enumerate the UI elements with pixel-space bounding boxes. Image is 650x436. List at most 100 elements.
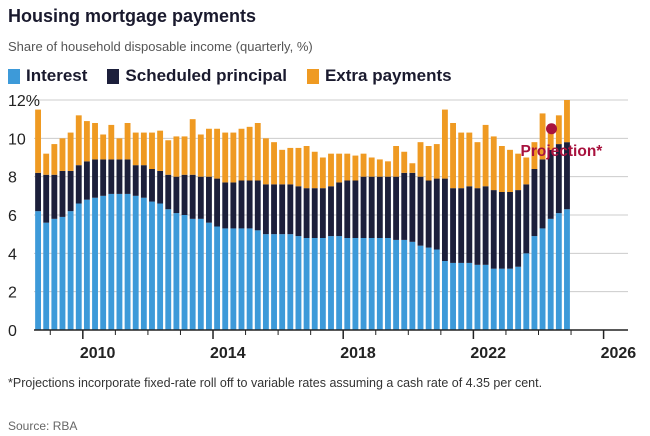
bar-scheduled-principal — [401, 172, 408, 240]
x-tick-label: 2014 — [210, 345, 246, 362]
bar-interest — [92, 197, 98, 330]
legend-item-scheduled-principal: Scheduled principal — [107, 66, 287, 86]
bar-extra-payments — [67, 132, 74, 171]
bar-scheduled-principal — [238, 180, 245, 229]
bar-scheduled-principal — [336, 182, 343, 237]
bar-scheduled-principal — [157, 170, 164, 204]
bar-scheduled-principal — [246, 180, 253, 229]
bar-extra-payments — [132, 132, 139, 166]
bar-interest — [352, 238, 359, 330]
bar-interest — [246, 228, 253, 330]
bar-interest — [214, 226, 221, 330]
bar-extra-payments — [531, 142, 538, 169]
bar-scheduled-principal — [303, 188, 310, 238]
bar-extra-payments — [352, 155, 359, 181]
bar-extra-payments — [474, 142, 481, 189]
bar-extra-payments — [181, 136, 188, 175]
bar-interest — [59, 216, 66, 330]
bar-extra-payments — [189, 119, 196, 175]
bar-scheduled-principal — [547, 149, 554, 219]
projection-label: Projection* — [521, 143, 604, 160]
bar-interest — [368, 238, 375, 330]
bar-interest — [173, 213, 180, 330]
bar-scheduled-principal — [230, 182, 237, 229]
bar-interest — [564, 209, 570, 330]
legend-swatch-extra-payments — [306, 68, 319, 84]
bar-extra-payments — [254, 123, 261, 181]
bar-scheduled-principal — [466, 186, 473, 263]
bar-scheduled-principal — [328, 186, 334, 237]
y-tick-label: 4 — [8, 246, 17, 263]
bar-interest — [319, 238, 326, 330]
legend-label-scheduled-principal: Scheduled principal — [125, 66, 287, 85]
bar-extra-payments — [344, 153, 351, 181]
bar-extra-payments — [401, 151, 408, 173]
bar-interest — [165, 209, 172, 330]
bar-extra-payments — [75, 115, 82, 166]
bar-scheduled-principal — [43, 174, 50, 223]
bar-interest — [254, 230, 261, 330]
bar-interest — [336, 236, 343, 330]
chart-subtitle: Share of household disposable income (qu… — [8, 39, 313, 54]
bar-extra-payments — [59, 138, 66, 171]
bar-interest — [295, 236, 302, 330]
bar-extra-payments — [173, 136, 180, 177]
bar-extra-payments — [35, 109, 41, 173]
bar-interest — [555, 213, 562, 330]
y-tick-label: 2 — [8, 285, 17, 302]
bar-extra-payments — [157, 130, 164, 171]
bar-interest — [222, 228, 229, 330]
bar-scheduled-principal — [35, 172, 41, 212]
bar-scheduled-principal — [507, 192, 513, 269]
bar-extra-payments — [295, 147, 302, 187]
bar-interest — [474, 264, 481, 330]
bar-scheduled-principal — [262, 184, 269, 235]
bar-extra-payments — [336, 153, 343, 183]
bar-interest — [409, 241, 416, 330]
bar-interest — [417, 245, 424, 330]
bar-scheduled-principal — [490, 190, 497, 269]
bar-scheduled-principal — [458, 188, 465, 263]
bar-interest — [498, 268, 505, 330]
bar-extra-payments — [311, 151, 318, 189]
bar-extra-payments — [433, 144, 440, 179]
bar-scheduled-principal — [124, 159, 131, 194]
bar-extra-payments — [319, 157, 326, 189]
bar-interest — [450, 262, 456, 330]
bar-interest — [132, 195, 139, 330]
bar-interest — [287, 234, 294, 330]
y-tick-label: 0 — [8, 323, 17, 340]
bar-scheduled-principal — [409, 172, 416, 242]
bar-extra-payments — [417, 142, 424, 177]
bar-extra-payments — [116, 138, 123, 160]
bar-interest — [328, 236, 334, 330]
bar-scheduled-principal — [515, 190, 522, 267]
bar-interest — [515, 266, 522, 330]
bar-scheduled-principal — [352, 180, 359, 238]
bar-interest — [157, 203, 164, 330]
legend-item-interest: Interest — [8, 66, 87, 86]
bar-interest — [458, 262, 465, 330]
bar-extra-payments — [564, 100, 570, 143]
bar-scheduled-principal — [271, 184, 277, 235]
x-tick-label: 2022 — [470, 345, 506, 362]
bar-extra-payments — [515, 153, 522, 191]
bar-extra-payments — [368, 157, 375, 177]
bar-extra-payments — [279, 149, 286, 185]
bar-scheduled-principal — [140, 165, 147, 198]
legend-item-extra-payments: Extra payments — [306, 66, 452, 86]
bar-scheduled-principal — [197, 176, 204, 219]
bar-extra-payments — [43, 153, 50, 175]
bar-scheduled-principal — [206, 176, 212, 223]
bar-extra-payments — [539, 113, 546, 160]
bar-scheduled-principal — [51, 174, 58, 219]
bar-scheduled-principal — [279, 184, 286, 235]
bar-extra-payments — [393, 146, 400, 177]
bar-scheduled-principal — [368, 176, 375, 238]
bar-extra-payments — [238, 128, 245, 181]
bar-scheduled-principal — [92, 159, 98, 198]
y-tick-label: 12% — [8, 93, 40, 110]
bar-interest — [482, 264, 489, 330]
bar-interest — [547, 218, 554, 330]
bar-scheduled-principal — [116, 159, 123, 194]
